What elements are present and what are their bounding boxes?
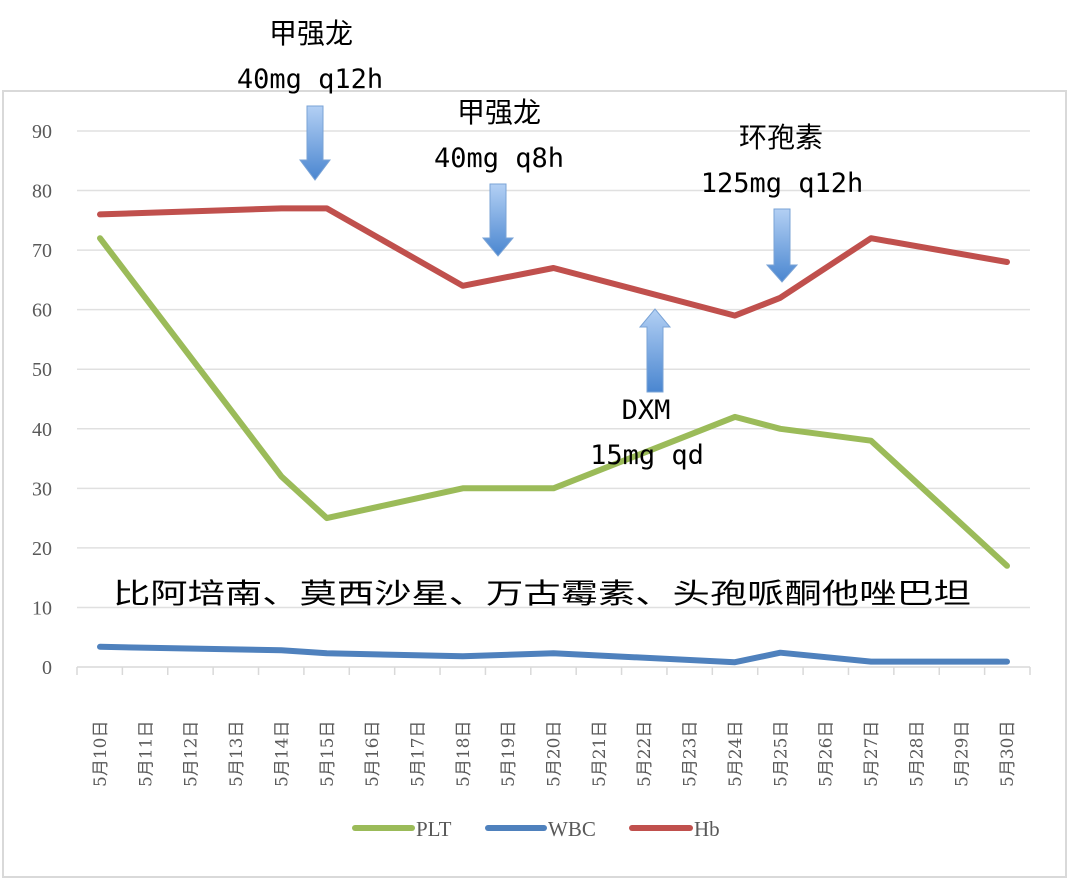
y-axis-ticks: 0 10 20 30 40 50 60 70 80 90 — [32, 121, 52, 679]
legend-label-hb: Hb — [694, 817, 720, 841]
x-axis-labels: 5月10日 5月11日 5月12日 5月13日 5月14日 5月15日 5月16日 5月17日… — [91, 721, 1018, 787]
x-tick-label: 5月17日 — [408, 721, 428, 787]
y-tick-label: 40 — [32, 419, 52, 441]
annotation-drug-1: 甲强龙 — [269, 17, 353, 50]
annotation-dose-2: 40mg q8h — [434, 143, 564, 174]
x-tick-label: 5月26日 — [817, 721, 837, 787]
x-tick-label: 5月28日 — [907, 721, 927, 787]
arrow-down-icon — [299, 105, 331, 181]
annotation-dose-3: 125mg q12h — [701, 168, 864, 199]
x-tick-label: 5月20日 — [545, 721, 565, 787]
legend-label-plt: PLT — [416, 817, 452, 841]
series-line-wbc — [97, 643, 1010, 666]
x-tick-label: 5月25日 — [771, 721, 791, 787]
y-tick-label: 60 — [32, 300, 52, 322]
y-tick-label: 20 — [32, 538, 52, 560]
x-tick-label: 5月14日 — [272, 721, 292, 787]
chart-frame — [2, 90, 1067, 878]
x-tick-label: 5月22日 — [635, 721, 655, 787]
arrow-down-icon — [481, 183, 515, 257]
series-line-plt — [97, 235, 1010, 569]
series-line-hb — [97, 205, 1010, 319]
gridlines — [77, 130, 1030, 609]
legend-label-wbc: WBC — [548, 817, 596, 841]
x-tick-label: 5月12日 — [182, 721, 202, 787]
y-tick-label: 70 — [32, 240, 52, 262]
legend-item-plt[interactable]: PLT — [352, 817, 452, 841]
legend: PLT WBC Hb — [352, 817, 720, 841]
y-tick-label: 0 — [42, 657, 52, 679]
x-tick-label: 5月23日 — [681, 721, 701, 787]
x-tick-label: 5月13日 — [227, 721, 247, 787]
y-tick-label: 90 — [32, 121, 52, 143]
y-tick-label: 80 — [32, 181, 52, 203]
x-tick-label: 5月27日 — [862, 721, 882, 787]
x-tick-label: 5月16日 — [363, 721, 383, 787]
annotation-antibiotics: 比阿培南、莫西沙星、万古霉素、头孢哌酮他唑巴坦 — [113, 577, 971, 610]
x-tick-label: 5月21日 — [590, 721, 610, 787]
legend-item-hb[interactable]: Hb — [629, 817, 720, 841]
annotation-drug-4: DXM — [622, 395, 671, 426]
y-tick-label: 30 — [32, 478, 52, 500]
x-tick-label: 5月24日 — [726, 721, 746, 787]
annotation-dose-1: 40mg q12h — [237, 64, 383, 95]
arrow-up-icon — [638, 308, 672, 393]
y-tick-label: 10 — [32, 597, 52, 619]
data-series — [97, 205, 1010, 666]
x-tick-label: 5月18日 — [454, 721, 474, 787]
x-tick-label: 5月10日 — [91, 721, 111, 787]
x-tick-label: 5月29日 — [953, 721, 973, 787]
annotation-drug-3: 环孢素 — [739, 121, 823, 154]
x-tick-label: 5月15日 — [318, 721, 338, 787]
annotation-drug-2: 甲强龙 — [457, 96, 541, 129]
arrow-down-icon — [765, 208, 799, 283]
x-tick-label: 5月19日 — [499, 721, 519, 787]
y-tick-label: 50 — [32, 359, 52, 381]
x-axis — [76, 666, 1031, 675]
annotation-dose-4: 15mg qd — [590, 440, 704, 471]
x-tick-label: 5月11日 — [136, 721, 156, 787]
legend-item-wbc[interactable]: WBC — [485, 817, 596, 841]
x-tick-label: 5月30日 — [998, 721, 1018, 787]
